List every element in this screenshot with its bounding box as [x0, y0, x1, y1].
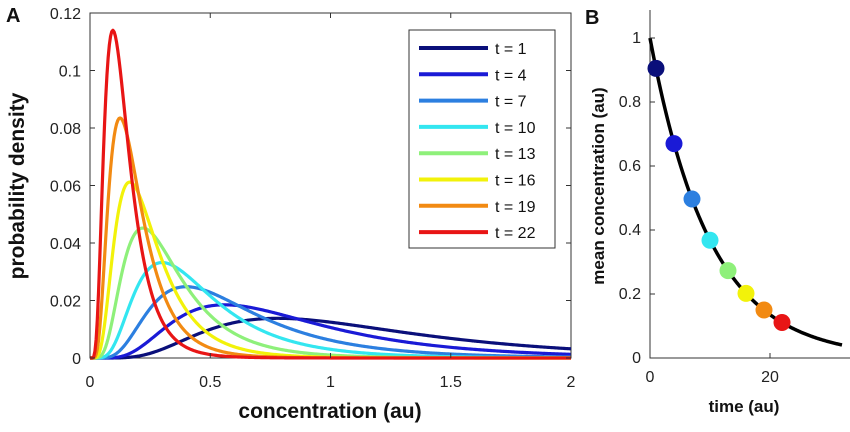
legend-entry-8: t = 22	[495, 225, 536, 242]
y-tick-label: 0.02	[50, 294, 81, 311]
panel-a-x-ticks: 0 0.5 1 1.5 2	[86, 13, 576, 391]
panel-a-legend: t = 1 t = 4 t = 7 t = 10 t = 13 t = 16 t = 19 t…	[408, 29, 556, 249]
y-tick-label: 0.12	[50, 6, 81, 23]
panel-b: B 0 20 0 0.2 0.4 0.6 0.8 1 time (au) mean conc…	[585, 7, 850, 416]
data-point-1	[647, 59, 665, 77]
data-point-2	[665, 135, 683, 153]
panel-a-letter: A	[6, 5, 20, 27]
y-tick-label: 0.04	[50, 236, 81, 253]
data-point-3	[683, 190, 701, 208]
series-line-2	[89, 303, 572, 360]
panel-a-y-ticks: 0 0.02 0.04 0.06 0.08 0.1 0.12	[50, 6, 571, 368]
x-tick-label: 0	[646, 369, 655, 386]
x-tick-label: 0	[86, 374, 95, 391]
legend-entry-2: t = 4	[495, 67, 527, 84]
x-tick-label: 1	[326, 374, 335, 391]
data-point-5	[719, 262, 737, 280]
panel-b-y-ticks: 0 0.2 0.4 0.6 0.8 1	[619, 30, 655, 367]
data-point-8	[773, 313, 791, 331]
x-tick-label: 20	[761, 369, 779, 386]
y-tick-label: 0.8	[619, 94, 641, 111]
panel-a-x-axis-label: concentration (au)	[238, 400, 421, 423]
legend-entry-5: t = 13	[495, 146, 536, 163]
data-point-4	[701, 231, 719, 249]
panel-b-x-ticks: 0 20	[646, 353, 779, 386]
y-tick-label: 0	[632, 350, 641, 367]
legend-entry-1: t = 1	[495, 41, 527, 58]
x-tick-label: 1.5	[440, 374, 462, 391]
legend-entry-7: t = 19	[495, 199, 536, 216]
panel-b-x-axis-label: time (au)	[709, 397, 780, 416]
data-point-6	[737, 284, 755, 302]
x-tick-label: 2	[567, 374, 576, 391]
y-tick-label: 0.08	[50, 121, 81, 138]
y-tick-label: 0	[72, 351, 81, 368]
panel-b-points	[647, 59, 791, 331]
panel-a-y-axis-label: probability density	[6, 92, 29, 279]
data-point-7	[755, 301, 773, 319]
series-line-3	[89, 285, 572, 360]
panel-a: A 0 0.5 1 1.5 2 0 0.02 0.04 0.06 0.08 0.1 0.12 con…	[6, 5, 576, 423]
y-tick-label: 0.2	[619, 286, 641, 303]
legend-entry-3: t = 7	[495, 94, 527, 111]
y-tick-label: 0.6	[619, 158, 641, 175]
y-tick-label: 0.1	[59, 64, 81, 81]
series-line-1	[89, 316, 572, 360]
y-tick-label: 0.4	[619, 222, 641, 239]
x-tick-label: 0.5	[199, 374, 221, 391]
legend-entry-6: t = 16	[495, 173, 536, 190]
y-tick-label: 1	[632, 30, 641, 47]
legend-entry-4: t = 10	[495, 120, 536, 137]
legend-box	[408, 29, 556, 249]
y-tick-label: 0.06	[50, 179, 81, 196]
panel-b-y-axis-label: mean concentration (au)	[589, 87, 608, 284]
panel-b-axes	[649, 10, 850, 359]
panel-b-letter: B	[585, 7, 599, 29]
